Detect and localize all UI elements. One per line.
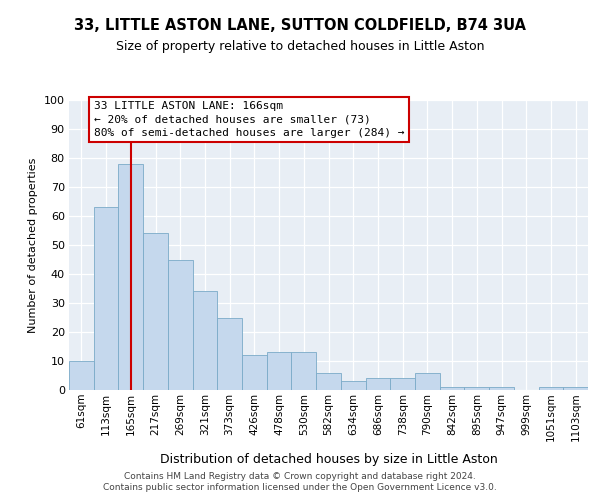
Bar [168, 260, 193, 390]
Bar [94, 208, 118, 390]
Bar [143, 234, 168, 390]
Bar [341, 382, 365, 390]
Bar [415, 372, 440, 390]
X-axis label: Distribution of detached houses by size in Little Aston: Distribution of detached houses by size … [160, 452, 497, 466]
Bar [390, 378, 415, 390]
Y-axis label: Number of detached properties: Number of detached properties [28, 158, 38, 332]
Bar [563, 387, 588, 390]
Bar [267, 352, 292, 390]
Text: 33 LITTLE ASTON LANE: 166sqm
← 20% of detached houses are smaller (73)
80% of se: 33 LITTLE ASTON LANE: 166sqm ← 20% of de… [94, 102, 404, 138]
Bar [539, 387, 563, 390]
Bar [193, 292, 217, 390]
Text: Contains HM Land Registry data © Crown copyright and database right 2024.: Contains HM Land Registry data © Crown c… [124, 472, 476, 481]
Bar [242, 355, 267, 390]
Text: 33, LITTLE ASTON LANE, SUTTON COLDFIELD, B74 3UA: 33, LITTLE ASTON LANE, SUTTON COLDFIELD,… [74, 18, 526, 32]
Text: Contains public sector information licensed under the Open Government Licence v3: Contains public sector information licen… [103, 484, 497, 492]
Bar [69, 361, 94, 390]
Bar [217, 318, 242, 390]
Bar [118, 164, 143, 390]
Text: Size of property relative to detached houses in Little Aston: Size of property relative to detached ho… [116, 40, 484, 53]
Bar [292, 352, 316, 390]
Bar [440, 387, 464, 390]
Bar [464, 387, 489, 390]
Bar [489, 387, 514, 390]
Bar [316, 372, 341, 390]
Bar [365, 378, 390, 390]
